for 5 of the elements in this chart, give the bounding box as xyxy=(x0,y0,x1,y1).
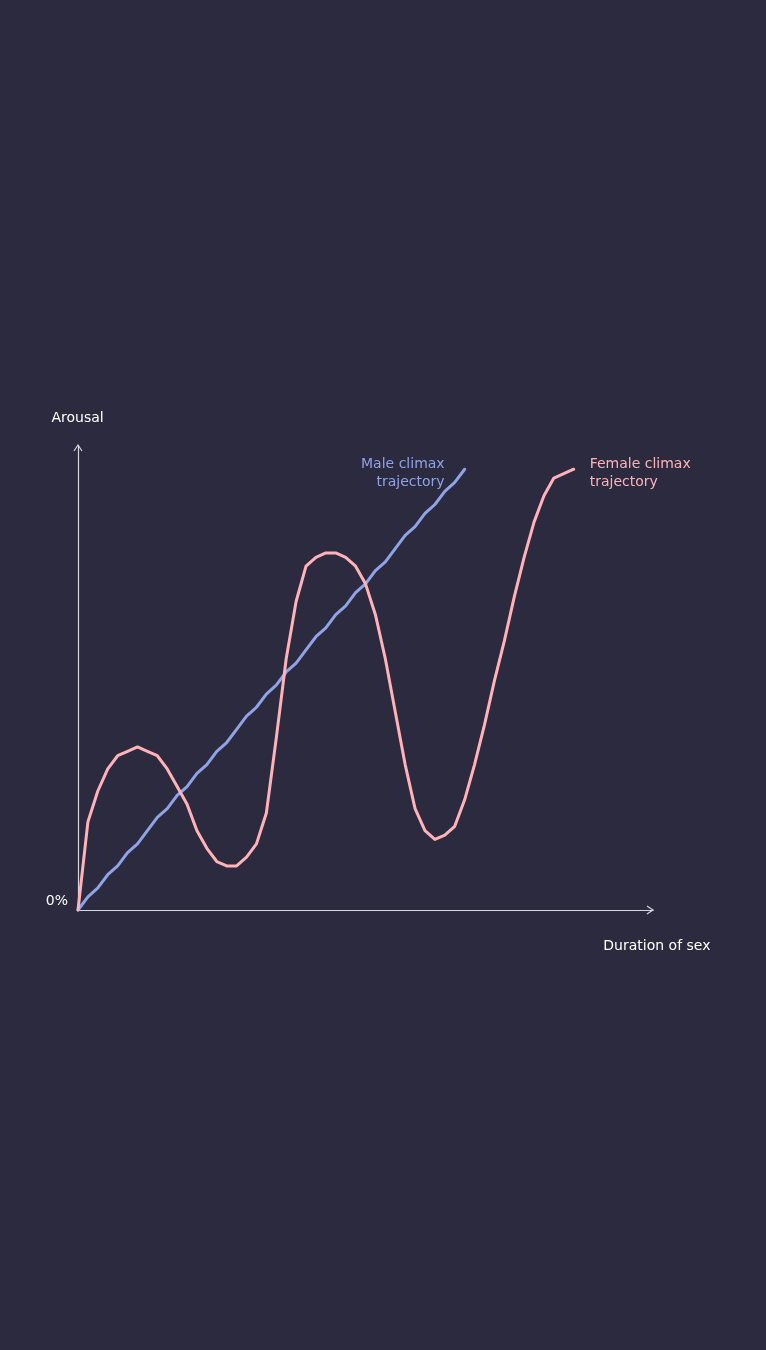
text: 0% xyxy=(45,892,68,908)
y-axis-title: Arousal xyxy=(51,408,104,425)
x-axis-title: Duration of sex xyxy=(603,936,711,953)
series-label: Female climax trajectory xyxy=(589,455,691,490)
series-label: Male climax trajectory xyxy=(361,455,445,490)
